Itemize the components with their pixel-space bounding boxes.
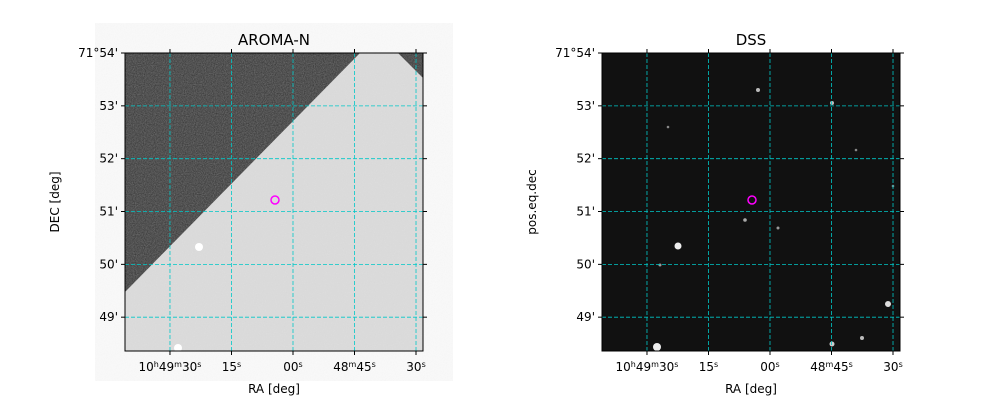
x-tick-label: 00s: [283, 360, 302, 375]
y-tick-label: 71°54': [555, 46, 595, 60]
plot-frame: [601, 52, 901, 352]
x-axis-label: RA [deg]: [725, 382, 777, 396]
x-tick-label: 48m45s: [810, 360, 853, 375]
y-tick-label: 52': [99, 152, 118, 166]
x-tick-label: 48m45s: [333, 360, 376, 375]
aroma-image: [125, 53, 423, 352]
x-tick-label: 30s: [406, 360, 425, 375]
x-axis-label: RA [deg]: [248, 382, 300, 396]
y-tick-label: 53': [99, 99, 118, 113]
x-tick-label: 10h49m30s: [139, 360, 202, 375]
x-tick-label: 30s: [883, 360, 902, 375]
target-marker: [270, 195, 280, 205]
y-tick-label: 51': [99, 205, 118, 219]
y-tick-label: 71°54': [78, 46, 118, 60]
dss-image: [602, 53, 900, 351]
x-tick-label: 00s: [760, 360, 779, 375]
y-axis-label: DEC [deg]: [48, 172, 62, 233]
plot-frame: [124, 52, 424, 352]
y-axis-label: pos.eq.dec: [525, 169, 539, 234]
chart-title: AROMA-N: [238, 31, 310, 49]
y-tick-label: 52': [576, 152, 595, 166]
target-marker: [747, 195, 757, 205]
y-tick-label: 49': [99, 310, 118, 324]
y-tick-label: 53': [576, 99, 595, 113]
y-tick-label: 49': [576, 310, 595, 324]
y-tick-label: 51': [576, 205, 595, 219]
x-tick-label: 15s: [222, 360, 241, 375]
y-tick-label: 50': [99, 257, 118, 271]
x-tick-label: 10h49m30s: [616, 360, 679, 375]
y-tick-label: 50': [576, 257, 595, 271]
chart-title: DSS: [736, 31, 767, 49]
x-tick-label: 15s: [699, 360, 718, 375]
